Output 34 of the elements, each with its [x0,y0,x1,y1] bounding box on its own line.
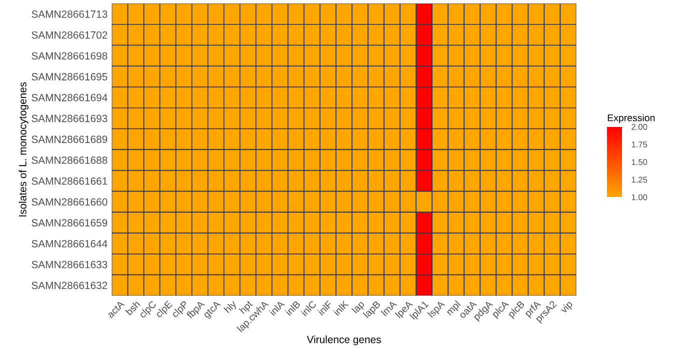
color-bar-label: 2.00 [632,124,648,130]
x-tick-label: inlF [317,300,333,316]
x-tick-label: actA [106,300,125,318]
y-tick-label: SAMN28661632 [32,282,108,290]
y-tick-label: SAMN28661698 [32,52,108,60]
y-tick-label: SAMN28661633 [32,260,108,268]
color-bar-label: 1.25 [632,176,648,183]
x-axis-title: Virulence genes [306,336,381,346]
y-axis-title: Isolates of L. monocytogenes [18,82,28,216]
x-tick-label: inlB [284,300,301,316]
x-tick-label: inlC [300,300,317,316]
x-tick-label: lspA [427,300,447,320]
x-tick-label: inlK [333,300,349,316]
y-tick-label: SAMN28661661 [32,177,108,185]
y-tick-label: SAMN28661713 [32,10,108,18]
y-tick-label: SAMN28661693 [32,114,108,122]
y-tick-label: SAMN28661702 [32,31,108,39]
y-tick-label: SAMN28661689 [32,136,108,144]
x-tick-label: fbpA [186,300,206,320]
x-tick-label: inlA [268,300,285,316]
x-tick-label: lmA [380,300,398,316]
x-tick-label: vip [559,300,574,316]
y-tick-label: SAMN28661695 [32,73,108,80]
y-tick-label: SAMN28661688 [32,156,108,164]
y-tick-label: SAMN28661659 [32,219,108,227]
color-bar-label: 1.75 [632,142,648,148]
color-bar-label: 1.00 [632,194,648,200]
y-tick-label: SAMN28661694 [32,94,108,102]
x-tick-label: bsh [125,300,140,316]
color-bar-label: 1.50 [632,159,648,166]
x-tick-label: hly [224,300,238,315]
color-bar-title: Expression [608,114,655,124]
y-tick-label: SAMN28661644 [32,240,108,248]
y-tick-label: SAMN28661660 [32,198,108,206]
